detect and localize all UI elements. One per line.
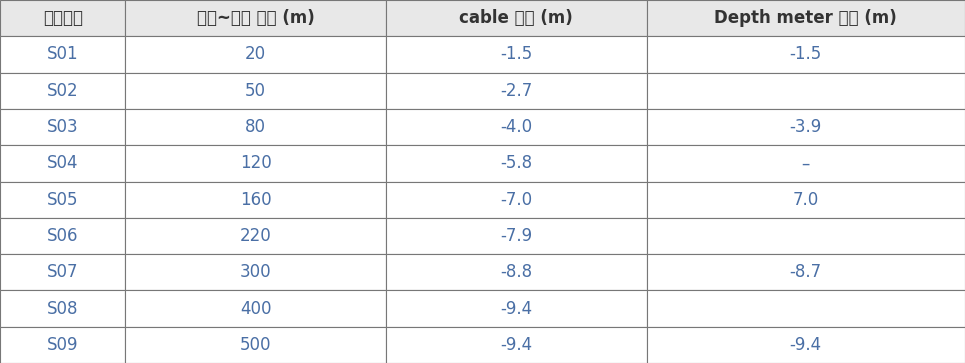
- Text: -8.8: -8.8: [500, 263, 533, 281]
- Text: S02: S02: [47, 82, 78, 100]
- Bar: [125, 290, 386, 327]
- Bar: [125, 254, 386, 290]
- Bar: [386, 0, 647, 36]
- Bar: [386, 36, 647, 73]
- Text: S07: S07: [47, 263, 78, 281]
- Bar: [0, 182, 125, 218]
- Bar: [0, 0, 125, 36]
- Text: S03: S03: [47, 118, 78, 136]
- Text: -7.9: -7.9: [500, 227, 533, 245]
- Bar: [647, 109, 965, 145]
- Bar: [125, 218, 386, 254]
- Text: 300: 300: [240, 263, 271, 281]
- Bar: [125, 0, 386, 36]
- Bar: [0, 218, 125, 254]
- Text: 파고센서: 파고센서: [42, 9, 83, 27]
- Text: S09: S09: [47, 336, 78, 354]
- Bar: [0, 290, 125, 327]
- Bar: [386, 145, 647, 182]
- Bar: [386, 327, 647, 363]
- Text: -9.4: -9.4: [789, 336, 822, 354]
- Bar: [647, 290, 965, 327]
- Text: S05: S05: [47, 191, 78, 209]
- Text: 120: 120: [240, 154, 271, 172]
- Text: -3.9: -3.9: [789, 118, 822, 136]
- Bar: [386, 218, 647, 254]
- Bar: [647, 254, 965, 290]
- Bar: [125, 145, 386, 182]
- Bar: [125, 182, 386, 218]
- Text: S08: S08: [47, 299, 78, 318]
- Bar: [647, 73, 965, 109]
- Text: -5.8: -5.8: [500, 154, 533, 172]
- Bar: [386, 73, 647, 109]
- Text: -7.0: -7.0: [500, 191, 533, 209]
- Text: S01: S01: [47, 45, 78, 64]
- Text: –: –: [802, 154, 810, 172]
- Text: -4.0: -4.0: [500, 118, 533, 136]
- Text: -1.5: -1.5: [500, 45, 533, 64]
- Bar: [647, 218, 965, 254]
- Bar: [125, 36, 386, 73]
- Text: S06: S06: [47, 227, 78, 245]
- Text: 400: 400: [240, 299, 271, 318]
- Text: -9.4: -9.4: [500, 336, 533, 354]
- Text: 160: 160: [240, 191, 271, 209]
- Text: -8.7: -8.7: [789, 263, 822, 281]
- Bar: [0, 36, 125, 73]
- Bar: [386, 290, 647, 327]
- Bar: [386, 109, 647, 145]
- Text: 220: 220: [240, 227, 271, 245]
- Text: 해빈~센서 거리 (m): 해빈~센서 거리 (m): [197, 9, 315, 27]
- Bar: [125, 109, 386, 145]
- Bar: [0, 109, 125, 145]
- Bar: [647, 145, 965, 182]
- Bar: [647, 182, 965, 218]
- Text: S04: S04: [47, 154, 78, 172]
- Bar: [647, 36, 965, 73]
- Bar: [386, 182, 647, 218]
- Bar: [0, 73, 125, 109]
- Bar: [0, 327, 125, 363]
- Bar: [386, 254, 647, 290]
- Text: 20: 20: [245, 45, 266, 64]
- Bar: [0, 254, 125, 290]
- Bar: [647, 327, 965, 363]
- Bar: [125, 327, 386, 363]
- Bar: [125, 73, 386, 109]
- Text: Depth meter 수심 (m): Depth meter 수심 (m): [714, 9, 897, 27]
- Text: 7.0: 7.0: [792, 191, 819, 209]
- Text: 80: 80: [245, 118, 266, 136]
- Text: 500: 500: [240, 336, 271, 354]
- Bar: [0, 145, 125, 182]
- Text: -9.4: -9.4: [500, 299, 533, 318]
- Bar: [647, 0, 965, 36]
- Text: 50: 50: [245, 82, 266, 100]
- Text: -2.7: -2.7: [500, 82, 533, 100]
- Text: -1.5: -1.5: [789, 45, 822, 64]
- Text: cable 수심 (m): cable 수심 (m): [459, 9, 573, 27]
